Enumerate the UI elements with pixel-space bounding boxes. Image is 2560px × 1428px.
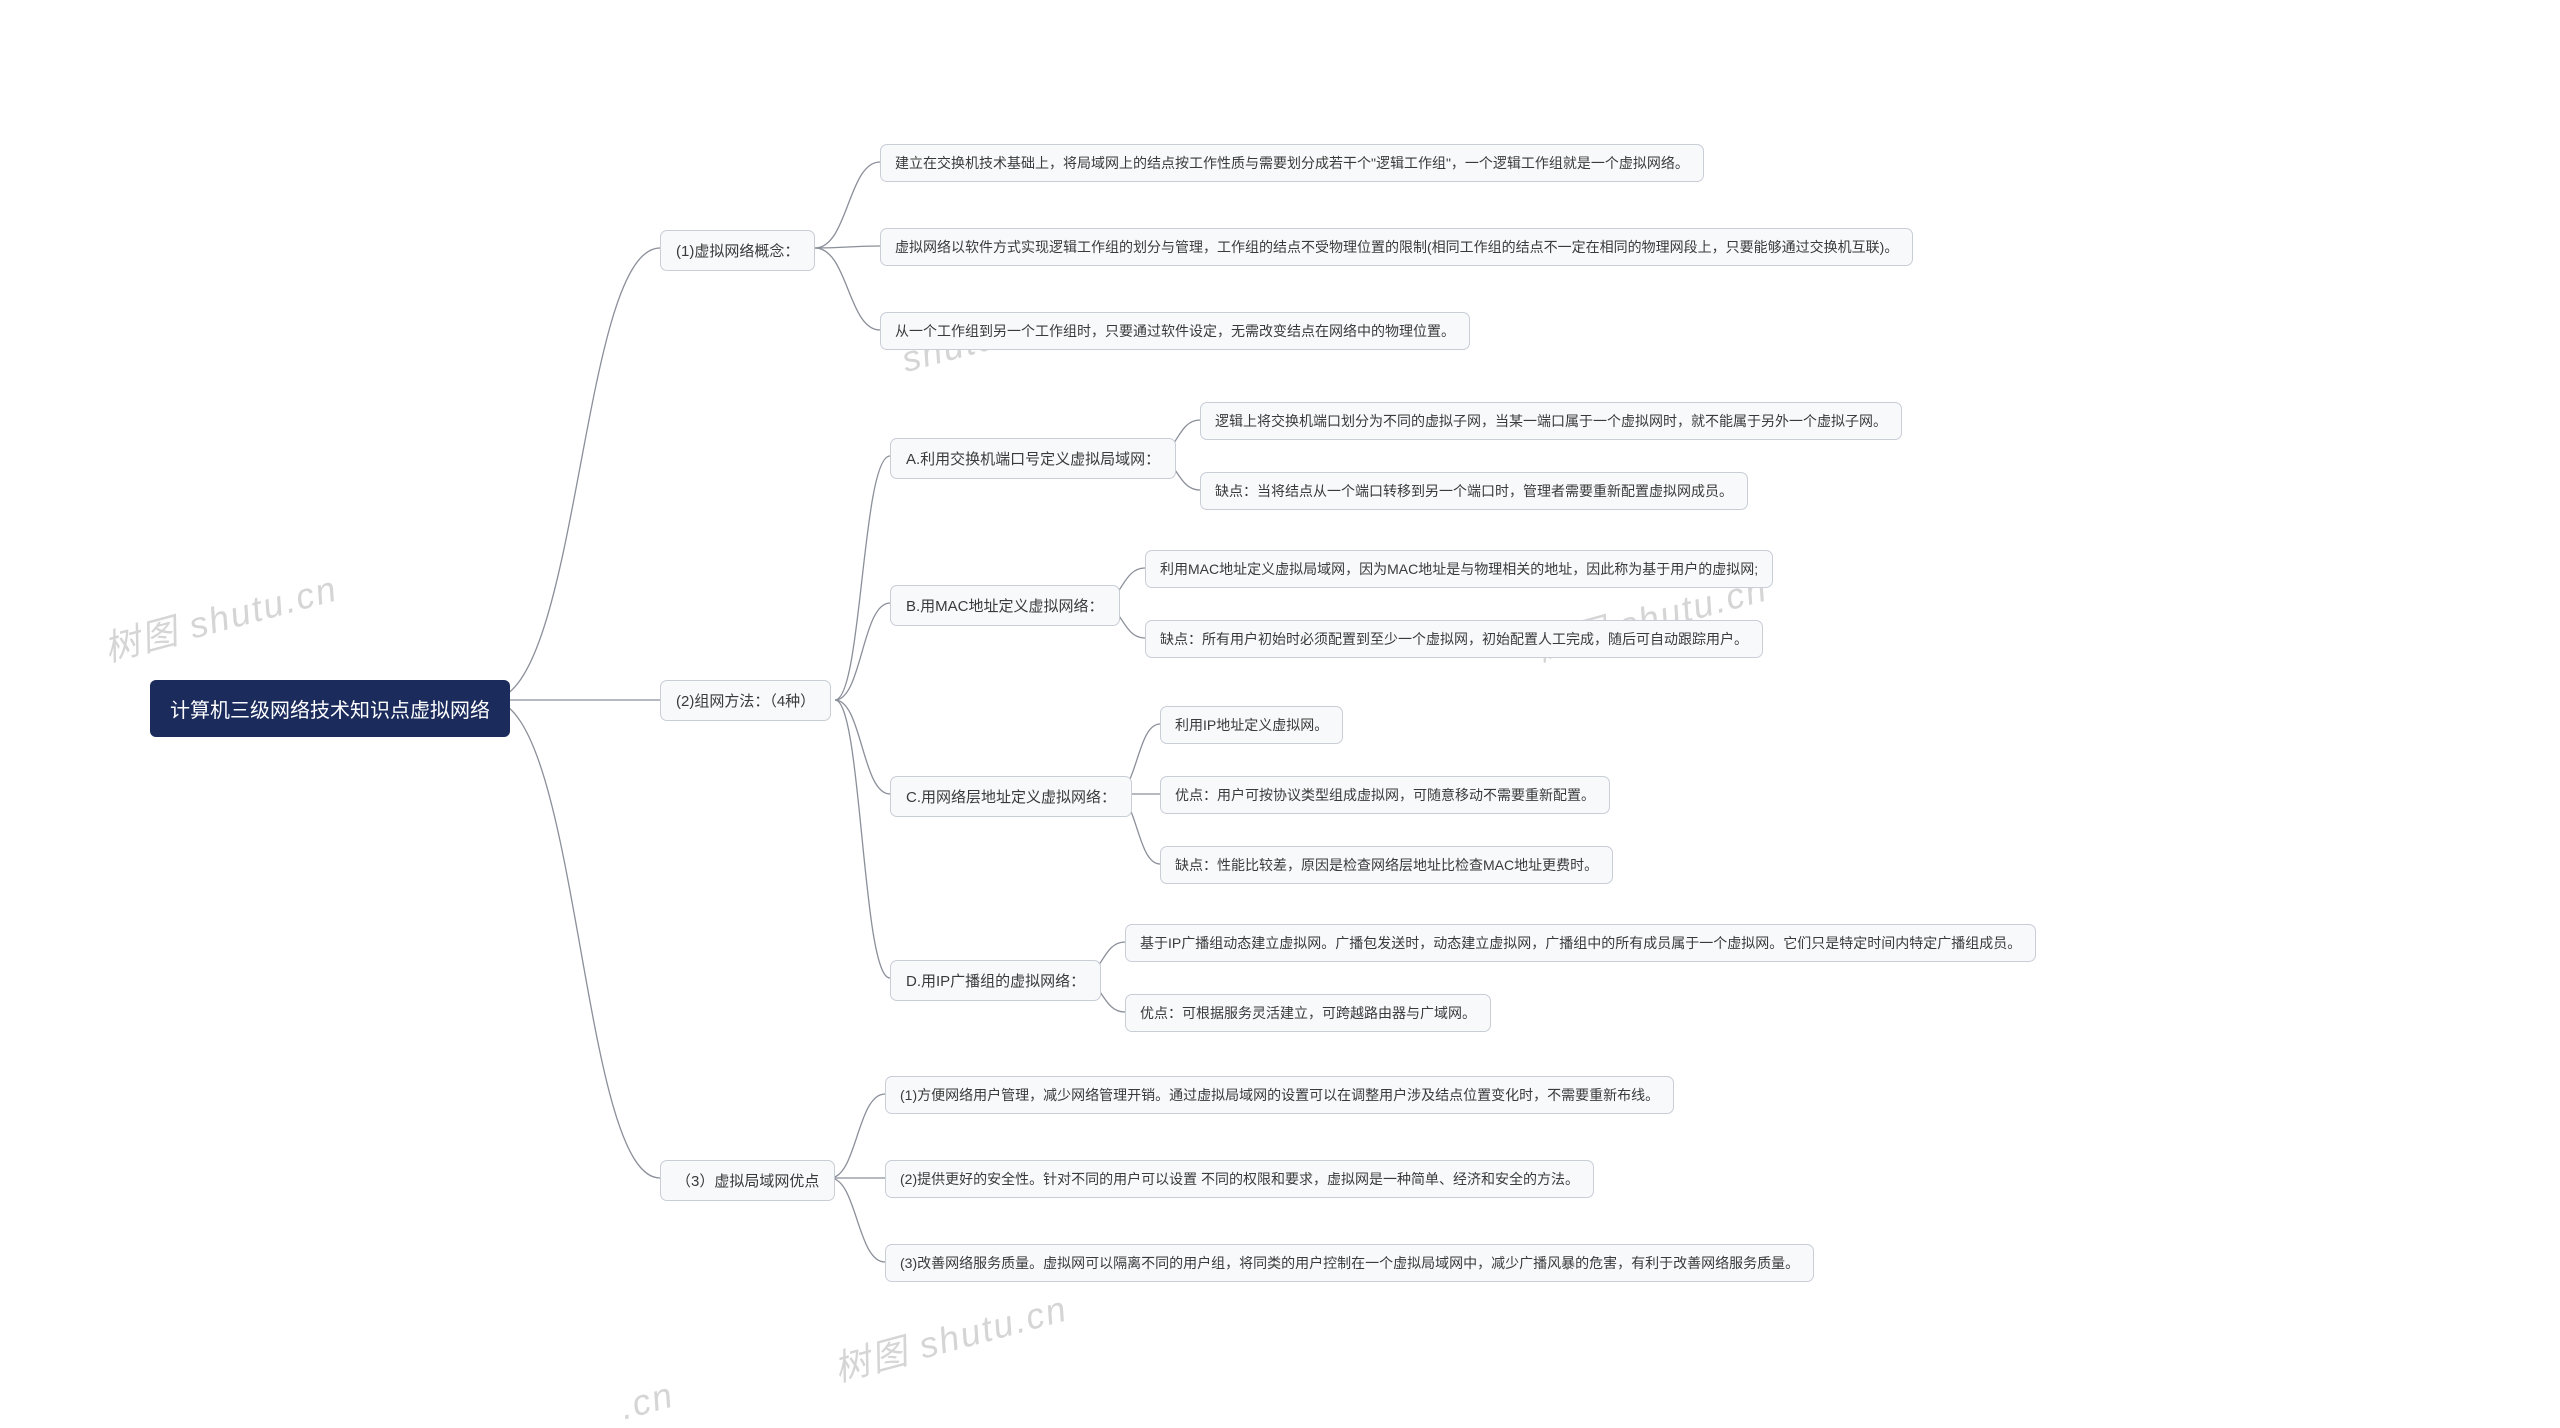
leaf-node[interactable]: 基于IP广播组动态建立虚拟网。广播包发送时，动态建立虚拟网，广播组中的所有成员属…	[1125, 924, 2036, 962]
leaf-node[interactable]: 优点：可根据服务灵活建立，可跨越路由器与广域网。	[1125, 994, 1491, 1032]
sub-branch-node[interactable]: D.用IP广播组的虚拟网络：	[890, 960, 1101, 1001]
sub-branch-node[interactable]: A.利用交换机端口号定义虚拟局域网：	[890, 438, 1176, 479]
leaf-node[interactable]: 逻辑上将交换机端口划分为不同的虚拟子网，当某一端口属于一个虚拟网时，就不能属于另…	[1200, 402, 1902, 440]
leaf-node[interactable]: 缺点：所有用户初始时必须配置到至少一个虚拟网，初始配置人工完成，随后可自动跟踪用…	[1145, 620, 1763, 658]
leaf-node[interactable]: 利用MAC地址定义虚拟局域网，因为MAC地址是与物理相关的地址，因此称为基于用户…	[1145, 550, 1773, 588]
leaf-node[interactable]: 缺点：性能比较差，原因是检查网络层地址比检查MAC地址更费时。	[1160, 846, 1613, 884]
mindmap-canvas: 树图 shutu.cn shutu.cn 树图 shutu.cn 树图 shut…	[0, 0, 2560, 1409]
leaf-node[interactable]: 缺点：当将结点从一个端口转移到另一个端口时，管理者需要重新配置虚拟网成员。	[1200, 472, 1748, 510]
watermark: 树图 shutu.cn	[97, 560, 342, 672]
leaf-node[interactable]: 从一个工作组到另一个工作组时，只要通过软件设定，无需改变结点在网络中的物理位置。	[880, 312, 1470, 350]
sub-branch-node[interactable]: C.用网络层地址定义虚拟网络：	[890, 776, 1132, 817]
branch-node-concept[interactable]: (1)虚拟网络概念：	[660, 230, 815, 271]
root-node[interactable]: 计算机三级网络技术知识点虚拟网络	[150, 680, 510, 737]
branch-node-methods[interactable]: (2)组网方法：（4种）	[660, 680, 831, 721]
sub-branch-node[interactable]: B.用MAC地址定义虚拟网络：	[890, 585, 1120, 626]
leaf-node[interactable]: 利用IP地址定义虚拟网。	[1160, 706, 1343, 744]
branch-node-advantages[interactable]: （3）虚拟局域网优点	[660, 1160, 835, 1201]
watermark: 树图 shutu.cn	[827, 1280, 1072, 1392]
leaf-node[interactable]: 优点：用户可按协议类型组成虚拟网，可随意移动不需要重新配置。	[1160, 776, 1610, 814]
leaf-node[interactable]: (3)改善网络服务质量。虚拟网可以隔离不同的用户组，将同类的用户控制在一个虚拟局…	[885, 1244, 1814, 1282]
leaf-node[interactable]: (1)方便网络用户管理，减少网络管理开销。通过虚拟局域网的设置可以在调整用户涉及…	[885, 1076, 1674, 1114]
leaf-node[interactable]: 虚拟网络以软件方式实现逻辑工作组的划分与管理，工作组的结点不受物理位置的限制(相…	[880, 228, 1913, 266]
watermark: .cn	[615, 1374, 678, 1428]
leaf-node[interactable]: (2)提供更好的安全性。针对不同的用户可以设置 不同的权限和要求，虚拟网是一种简…	[885, 1160, 1594, 1198]
leaf-node[interactable]: 建立在交换机技术基础上，将局域网上的结点按工作性质与需要划分成若干个"逻辑工作组…	[880, 144, 1704, 182]
